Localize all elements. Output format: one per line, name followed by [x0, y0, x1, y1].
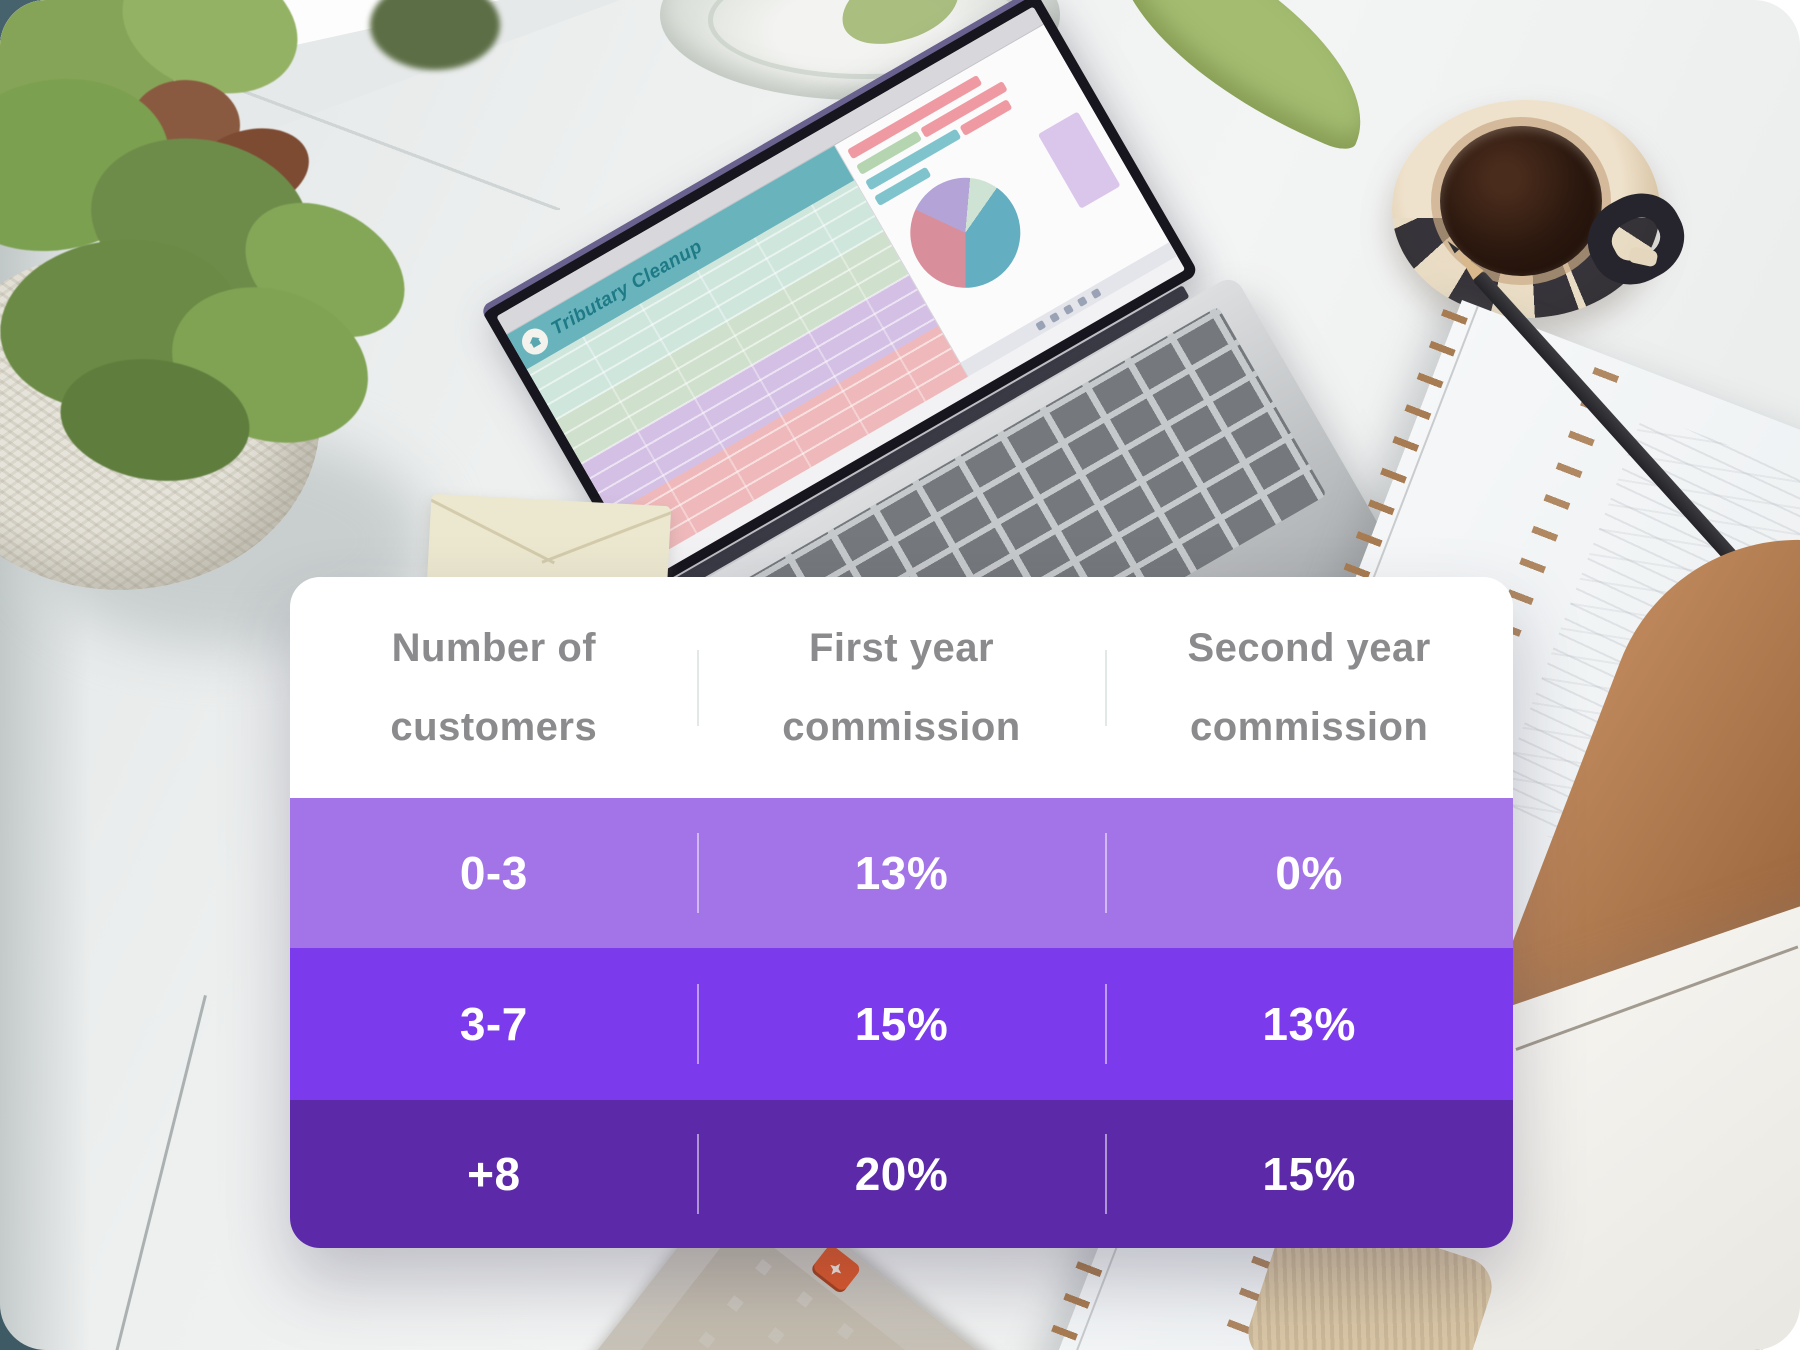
cell-second-year: 13% [1262, 998, 1356, 1050]
header-text: First year [808, 625, 995, 670]
row-divider [697, 1134, 699, 1214]
table-row: 0-3 13% 0% [290, 798, 1513, 948]
cell-second-year: 15% [1262, 1148, 1356, 1200]
table-row: 3-7 15% 13% [290, 948, 1513, 1100]
row-divider [1105, 1134, 1107, 1214]
cell-first-year: 13% [854, 847, 949, 899]
header-second-year-commission: Second year commission [1105, 577, 1513, 798]
row-divider [697, 833, 699, 913]
dark-leaf [370, 0, 500, 70]
header-text: customers [390, 704, 598, 749]
table-header-row: Number of customers First year commissio… [290, 577, 1513, 798]
cell-customers: 3-7 [459, 998, 528, 1050]
coffee [1440, 126, 1602, 276]
row-divider [1105, 984, 1107, 1064]
row-divider [697, 984, 699, 1064]
cell-first-year: 15% [854, 998, 949, 1050]
mini-column [1037, 111, 1121, 209]
hanging-leaf [1076, 0, 1404, 156]
jade-plant [0, 0, 429, 493]
header-divider [1105, 650, 1107, 726]
header-text: Number of [391, 625, 597, 670]
commission-table-card: Number of customers First year commissio… [290, 577, 1513, 1248]
header-divider [697, 650, 699, 726]
table-row: +8 20% 15% [290, 1100, 1513, 1248]
coffee-mug [1392, 100, 1699, 318]
header-number-of-customers: Number of customers [290, 577, 698, 798]
header-text: commission [782, 704, 1021, 749]
spreadsheet-logo-icon [517, 323, 553, 360]
desk-seam-line [114, 995, 207, 1350]
header-first-year-commission: First year commission [698, 577, 1106, 798]
cell-customers: 0-3 [459, 847, 528, 899]
cell-first-year: 20% [854, 1148, 949, 1200]
cell-second-year: 0% [1275, 847, 1343, 899]
cell-customers: +8 [467, 1148, 521, 1200]
header-text: Second year [1187, 625, 1431, 670]
row-divider [1105, 833, 1107, 913]
header-text: commission [1189, 704, 1429, 749]
